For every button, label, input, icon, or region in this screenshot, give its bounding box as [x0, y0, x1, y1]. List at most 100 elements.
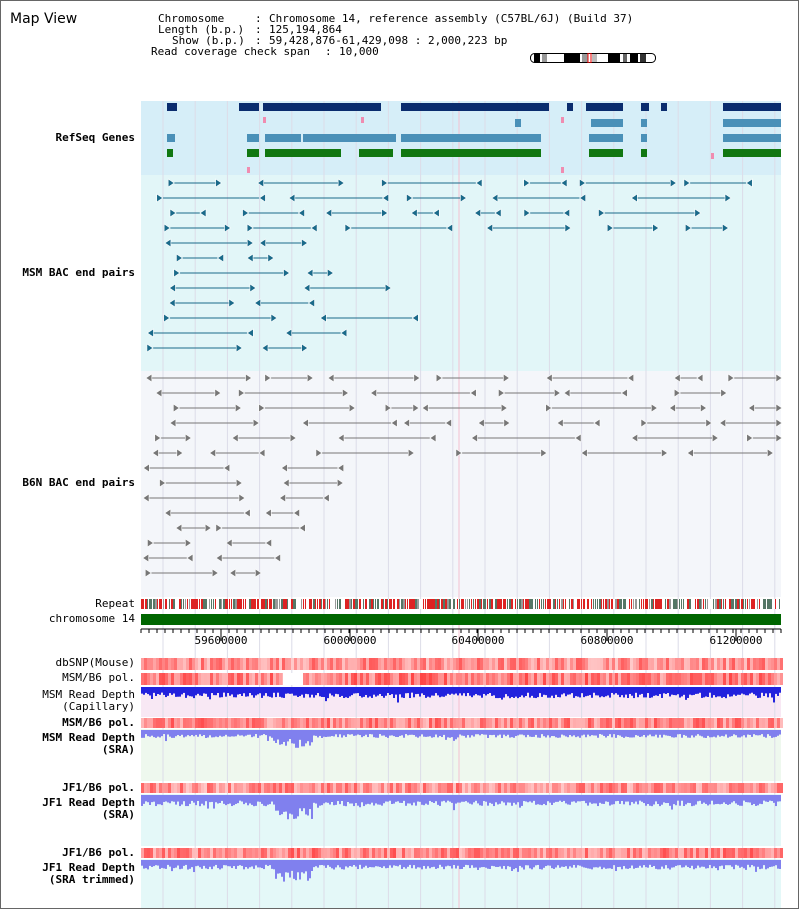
- jf1-b6-pol2-heat: [513, 848, 516, 858]
- jf1-depth-sra-bar: [631, 795, 633, 803]
- msm-bac-end: [254, 298, 261, 308]
- b6n-bac-end: [336, 478, 344, 488]
- msm-depth-cap-bar: [293, 687, 295, 696]
- dbsnp-heat: [672, 658, 675, 670]
- jf1-depth-sra-bar: [531, 795, 533, 803]
- msm-b6-pol-heat: [489, 673, 492, 685]
- length-key: Length (b.p.): [158, 23, 245, 36]
- msm-b6-pol-heat: [471, 673, 474, 685]
- msm-b6-pol-heat: [501, 673, 504, 685]
- refseq-row-3-exon: [247, 134, 259, 142]
- jf1-depth-trim-bar: [769, 860, 771, 867]
- jf1-b6-pol-heat: [537, 783, 540, 793]
- b6n-bac-end: [144, 568, 152, 578]
- msm-depth-cap-bar: [403, 687, 405, 698]
- msm-b6-pol-heat: [399, 673, 402, 685]
- msm-b6-pol2-heat: [312, 718, 315, 728]
- jf1-depth-trim-bar: [245, 860, 247, 868]
- msm-bac-end: [652, 223, 660, 233]
- jf1-b6-pol2-heat: [150, 848, 153, 858]
- msm-b6-pol-heat: [171, 673, 174, 685]
- dbsnp-heat: [645, 658, 648, 670]
- jf1-b6-pol-heat: [771, 783, 774, 793]
- refseq-row-3-exon: [723, 134, 781, 142]
- msm-depth-sra-bar: [465, 730, 467, 738]
- msm-depth-sra-bar: [267, 730, 269, 741]
- msm-depth-sra-bar: [517, 730, 519, 736]
- repeat-feature: [409, 599, 411, 609]
- jf1-b6-pol-heat: [762, 783, 765, 793]
- msm-depth-cap-bar: [601, 687, 603, 697]
- jf1-b6-pol2-heat: [210, 848, 213, 858]
- b6n-bac-end: [151, 448, 159, 458]
- msm-depth-sra-bar: [543, 730, 545, 737]
- jf1-depth-sra-bar: [329, 795, 331, 805]
- msm-bac-end: [285, 328, 293, 338]
- repeat-feature: [347, 599, 349, 609]
- jf1-depth-trim-bar: [611, 860, 613, 869]
- msm-b6-pol-heat: [441, 673, 444, 685]
- msm-b6-pol2-heat: [516, 718, 519, 728]
- msm-depth-sra-bar: [489, 730, 491, 735]
- jf1-b6-pol-heat: [330, 783, 333, 793]
- dbsnp-heat: [654, 658, 657, 670]
- msm-b6-pol2-heat: [648, 718, 651, 728]
- jf1-b6-pol2-heat: [726, 848, 729, 858]
- dbsnp-heat: [279, 658, 282, 670]
- msm-b6-pol-heat: [678, 673, 681, 685]
- jf1-depth-trim-bar: [631, 860, 633, 866]
- jf1-depth-sra-bar: [303, 795, 305, 809]
- msm-depth-sra-bar: [363, 730, 365, 737]
- jf1-depth-trim-bar: [729, 860, 731, 866]
- jf1-depth-trim-bar: [585, 860, 587, 868]
- msm-depth-cap-bar: [225, 687, 227, 697]
- msm-depth-sra-bar: [683, 730, 685, 735]
- jf1-depth-trim-bar: [479, 860, 481, 868]
- jf1-b6-pol-heat: [591, 783, 594, 793]
- b6n-bac-end: [238, 388, 246, 398]
- repeat-feature: [657, 599, 659, 609]
- msm-depth-cap-bar: [509, 687, 511, 699]
- b6n-bac-end: [142, 493, 150, 503]
- jf1-b6-pol2-heat: [222, 848, 225, 858]
- jf1-b6-pol-heat: [660, 783, 663, 793]
- jf1-b6-pol2-heat: [621, 848, 624, 858]
- jf1-depth-sra-bar: [693, 795, 695, 806]
- b6n-bac-end: [145, 373, 153, 383]
- chromosome-ideogram[interactable]: [530, 53, 656, 63]
- msm-depth-sra-bar: [283, 730, 285, 742]
- show-sep: :: [255, 34, 262, 47]
- jf1-depth-trim-bar: [417, 860, 419, 868]
- repeat-feature: [323, 599, 325, 609]
- msm-depth-sra-bar: [385, 730, 387, 737]
- b6n-bac-end: [175, 523, 183, 533]
- jf1-depth-trim-bar: [459, 860, 461, 870]
- msm-depth-sra-bar: [305, 730, 307, 744]
- jf1-depth-trim-bar: [275, 860, 277, 879]
- b6n-bac-end: [500, 403, 508, 413]
- jf1-depth-trim-bar: [395, 860, 397, 866]
- msm-depth-cap-bar: [241, 687, 243, 696]
- jf1-depth-sra-bar: [363, 795, 365, 807]
- jf1-depth-trim-bar: [673, 860, 675, 868]
- dbsnp-heat: [768, 658, 771, 670]
- jf1-b6-pol2-heat: [246, 848, 249, 858]
- msm-depth-sra-bar: [159, 730, 161, 738]
- msm-b6-pol-heat: [327, 673, 330, 685]
- repeat-feature: [339, 599, 341, 609]
- repeat-feature: [231, 599, 232, 609]
- repeat-feature: [775, 599, 776, 609]
- jf1-b6-pol2-heat: [306, 848, 309, 858]
- msm-depth-sra-bar: [523, 730, 525, 736]
- track-label-jf1-depth-trim-sub: (SRA trimmed): [48, 873, 135, 886]
- jf1-b6-pol2-heat: [489, 848, 492, 858]
- jf1-depth-sra-bar: [313, 795, 315, 803]
- msm-depth-cap-bar: [331, 687, 333, 696]
- msm-depth-sra-bar: [689, 730, 691, 738]
- jf1-b6-pol2-heat: [573, 848, 576, 858]
- msm-depth-sra-bar: [459, 730, 461, 735]
- jf1-depth-sra-bar: [325, 795, 327, 803]
- msm-depth-sra-bar: [177, 730, 179, 736]
- repeat-feature: [265, 599, 267, 609]
